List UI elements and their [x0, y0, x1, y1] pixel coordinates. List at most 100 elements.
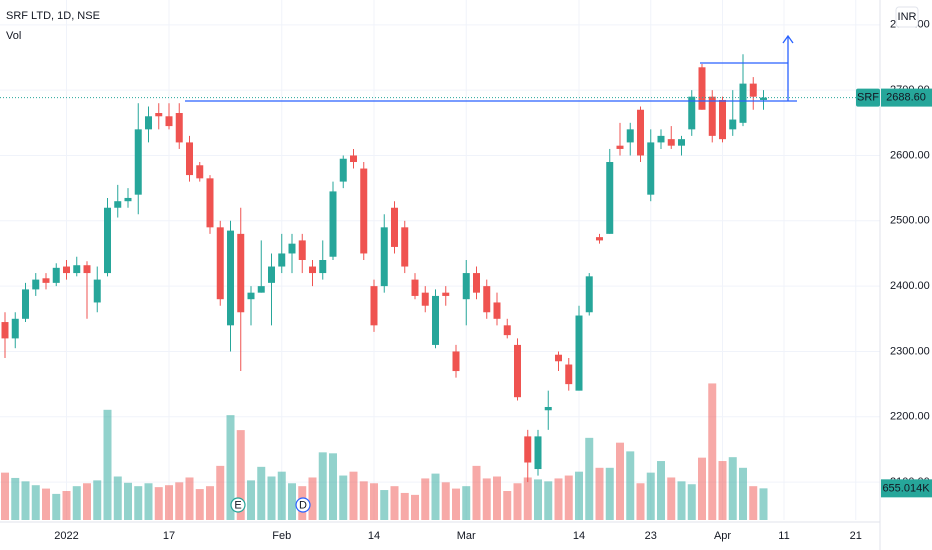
candle-body — [63, 266, 70, 274]
volume-bar — [462, 486, 471, 520]
candle-body — [575, 315, 583, 391]
volume-bar — [226, 415, 235, 520]
candle-body — [698, 67, 706, 110]
currency: INR — [898, 11, 917, 23]
volume-bar — [667, 477, 676, 520]
volume-bar — [195, 489, 204, 520]
candle-body — [165, 116, 173, 127]
currency-box[interactable] — [895, 6, 919, 28]
volume-bar — [472, 465, 481, 520]
candle-body — [257, 286, 265, 293]
candle-body — [657, 135, 665, 143]
volume-bar — [318, 452, 327, 520]
volume-bar — [513, 483, 522, 520]
volume-bar — [687, 484, 696, 520]
candle-body — [83, 265, 91, 274]
candle-body — [760, 97, 767, 100]
candle-body — [319, 260, 327, 274]
volume-bar — [411, 494, 419, 520]
candle-body — [719, 99, 726, 140]
candle-body — [401, 227, 409, 267]
volume-bar — [1, 472, 9, 520]
candle-body — [73, 265, 81, 274]
volume-bar — [216, 465, 225, 520]
price-tag — [881, 88, 932, 107]
volume-bar — [103, 409, 112, 520]
volume-bar — [267, 476, 276, 520]
symbol-tag — [856, 88, 880, 107]
volume-bar — [441, 482, 450, 520]
candle-body — [421, 292, 429, 306]
candle-body — [544, 406, 552, 411]
volume-title: Vol — [6, 30, 21, 42]
volume-bar — [62, 491, 71, 520]
volume-bar — [288, 483, 296, 520]
volume-bar — [236, 430, 245, 520]
candle-body — [534, 436, 542, 470]
volume-bar — [708, 383, 717, 520]
candle-body — [237, 233, 245, 313]
volume-bar — [113, 476, 122, 520]
x-tick-label: 11 — [778, 530, 789, 542]
volume-tag-label: 655.014K — [882, 482, 930, 494]
candle-body — [52, 267, 60, 283]
candle-body — [739, 83, 747, 123]
candle-body — [278, 253, 286, 267]
y-tick-label: 2500.00 — [890, 215, 930, 227]
arrow-head — [782, 34, 794, 44]
volume-bar — [370, 483, 378, 520]
volume-bar — [308, 477, 317, 520]
x-tick-label: 21 — [850, 530, 862, 542]
candle-body — [175, 113, 183, 143]
candle-body — [483, 286, 491, 313]
volume-bar — [616, 442, 624, 520]
candle-body — [473, 273, 480, 293]
candle-body — [514, 344, 521, 398]
candle-body — [411, 279, 419, 296]
candle-body — [688, 96, 696, 130]
volume-bar — [482, 478, 491, 520]
volume-bar — [124, 482, 132, 520]
volume-bar — [165, 485, 173, 520]
candle-body — [606, 162, 614, 234]
volume-bar — [452, 488, 460, 520]
volume-bar — [503, 491, 512, 520]
volume-bar — [31, 485, 40, 520]
candle-body — [493, 302, 501, 319]
x-tick-label: Apr — [714, 530, 731, 542]
volume-bar — [144, 483, 153, 520]
volume-bar — [154, 487, 163, 520]
volume-bar — [247, 480, 255, 520]
chart-title: SRF LTD, 1D, NSE — [6, 10, 100, 22]
candle-body — [749, 83, 757, 97]
candle-body — [380, 227, 388, 287]
volume-bar — [400, 492, 409, 520]
volume-bar — [93, 480, 102, 520]
candle-body — [155, 113, 163, 117]
volume-bar — [698, 457, 706, 520]
volume-bar — [83, 483, 91, 520]
volume-bar — [380, 490, 389, 520]
candle-body — [124, 197, 132, 202]
candle-body — [503, 325, 511, 336]
volume-bar — [42, 488, 50, 520]
volume-bar — [595, 467, 604, 520]
event-label: D — [299, 499, 307, 511]
candle-body — [637, 109, 644, 156]
candle-body — [708, 96, 716, 136]
candle-body — [462, 273, 470, 300]
volume-bar — [544, 481, 553, 520]
y-tick-label: 2200.00 — [890, 411, 930, 423]
volume-bar — [339, 475, 348, 520]
volume-bar — [175, 482, 184, 520]
y-tick-label: 2400.00 — [890, 280, 930, 292]
event-marker — [295, 497, 311, 513]
candle-body — [93, 279, 101, 303]
volume-bar — [759, 488, 768, 520]
x-tick-label: Feb — [272, 530, 291, 542]
candle-body — [206, 178, 214, 228]
candle-body — [667, 139, 675, 146]
volume-bar — [564, 475, 573, 520]
volume-bar — [421, 478, 430, 520]
